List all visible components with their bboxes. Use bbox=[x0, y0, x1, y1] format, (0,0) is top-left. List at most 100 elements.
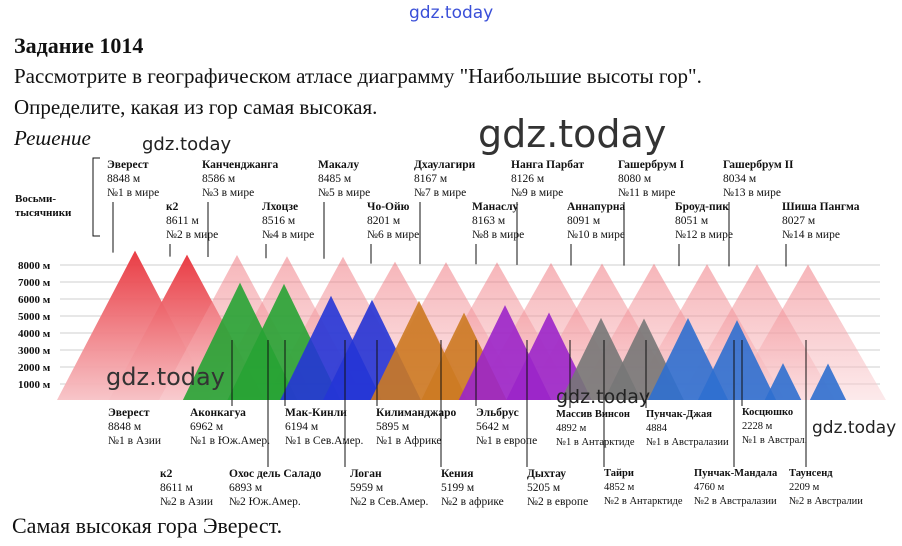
bottom-label-12-text: №2 в Антарктиде bbox=[604, 496, 683, 507]
top-label-8-name: Манаслу bbox=[472, 201, 519, 213]
bottom-label-6-text: 5959 м bbox=[350, 482, 384, 494]
top-label-7-text: №7 в мире bbox=[414, 187, 467, 199]
top-label-9: Нанга Парбат 8126 м №9 в мире bbox=[511, 158, 584, 200]
bottom-label-4: Охос дель Саладо 6893 м №2 Юж.Амер. bbox=[229, 467, 321, 509]
top-label-2-text: 8611 м bbox=[166, 215, 199, 227]
task-line-1: Рассмотрите в географическом атласе диаг… bbox=[14, 64, 702, 88]
top-label-14: Шиша Пангма 8027 м №14 в мире bbox=[782, 200, 860, 242]
y-tick-label: 7000 м bbox=[18, 277, 51, 289]
y-tick-label: 5000 м bbox=[18, 311, 51, 323]
top-label-12-text: №12 в мире bbox=[675, 229, 733, 241]
bottom-label-10-text: №2 в европе bbox=[527, 496, 589, 508]
bottom-label-14-name: Пунчак-Мандала bbox=[694, 468, 778, 479]
top-label-14-name: Шиша Пангма bbox=[782, 201, 860, 213]
top-label-10: Аннапурна 8091 м №10 в мире bbox=[567, 200, 625, 242]
top-label-3-name: Канченджанга bbox=[202, 159, 279, 171]
bottom-label-10-text: 5205 м bbox=[527, 482, 561, 494]
top-label-1: Эверест 8848 м №1 в мире bbox=[107, 158, 159, 200]
bottom-label-11-name: Массив Винсон bbox=[556, 409, 630, 420]
top-label-6-text: 8201 м bbox=[367, 215, 401, 227]
top-label-12-text: 8051 м bbox=[675, 215, 709, 227]
mountains-chart: 8000 м 7000 м 6000 м 5000 м 4000 м 3000 м 2000… bbox=[0, 150, 902, 515]
watermark-2: gdz.today bbox=[478, 112, 667, 156]
y-tick-label: 8000 м bbox=[18, 260, 51, 272]
bottom-label-2-text: №2 в Азии bbox=[160, 496, 214, 508]
bottom-label-7: Килиманджаро 5895 м №1 в Африке bbox=[376, 406, 456, 448]
top-label-9-text: №9 в мире bbox=[511, 187, 564, 199]
bottom-label-2: к2 8611 м №2 в Азии bbox=[160, 467, 213, 509]
bottom-label-2-text: 8611 м bbox=[160, 482, 193, 494]
bottom-label-3: Аконкагуа 6962 м №1 в Юж.Амер. bbox=[190, 406, 270, 448]
bottom-label-1-text: №1 в Азии bbox=[108, 435, 162, 447]
bottom-label-8-name: Кения bbox=[441, 468, 474, 480]
top-label-7-text: 8167 м bbox=[414, 173, 448, 185]
bottom-label-10-name: Дыхтау bbox=[527, 468, 567, 480]
watermark-5: gdz.today bbox=[812, 418, 897, 438]
top-label-8: Манаслу 8163 м №8 в мире bbox=[472, 200, 524, 242]
group-label: Восьми- тысячники bbox=[15, 192, 71, 220]
top-label-4: Лхоцзе 8516 м №4 в мире bbox=[262, 200, 314, 242]
bottom-label-6-text: №2 в Сев.Амер. bbox=[350, 496, 429, 508]
front-peak-16 bbox=[809, 363, 847, 400]
top-label-2-text: №2 в мире bbox=[166, 229, 219, 241]
bottom-label-14-text: №2 в Австралазии bbox=[694, 496, 777, 507]
bottom-label-15-text: №1 в Австрал. bbox=[742, 435, 808, 446]
watermark-4: gdz.today bbox=[556, 386, 651, 408]
top-label-5-text: 8485 м bbox=[318, 173, 352, 185]
y-tick-label: 3000 м bbox=[18, 345, 51, 357]
top-label-14-text: 8027 м bbox=[782, 215, 816, 227]
top-label-4-text: 8516 м bbox=[262, 215, 296, 227]
bottom-label-9-name: Эльбрус bbox=[476, 407, 519, 419]
bottom-label-8: Кения 5199 м №2 в африке bbox=[441, 467, 504, 509]
group-label-line-2: тысячники bbox=[15, 207, 72, 219]
bottom-label-16-name: Таунсенд bbox=[789, 468, 833, 479]
bottom-label-16: Таунсенд 2209 м №2 в Австралии bbox=[789, 467, 863, 509]
bottom-label-1-name: Эверест bbox=[108, 407, 150, 419]
bottom-label-5-text: 6194 м bbox=[285, 421, 319, 433]
y-tick-label: 6000 м bbox=[18, 294, 51, 306]
bottom-label-13-text: 4884 bbox=[646, 423, 667, 434]
bottom-label-11-text: №1 в Антарктиде bbox=[556, 437, 635, 448]
top-label-1-text: 8848 м bbox=[107, 173, 141, 185]
top-label-6-name: Чо-Ойю bbox=[367, 201, 410, 213]
y-tick-label: 4000 м bbox=[18, 328, 51, 340]
bottom-label-3-text: №1 в Юж.Амер. bbox=[190, 435, 270, 447]
bottom-label-13-name: Пунчак-Джая bbox=[646, 409, 712, 420]
top-label-1-name: Эверест bbox=[107, 159, 149, 171]
top-label-10-text: 8091 м bbox=[567, 215, 601, 227]
group-label-line-1: Восьми- bbox=[15, 193, 57, 205]
bottom-label-7-text: №1 в Африке bbox=[376, 435, 442, 447]
bottom-label-5: Мак-Кинли 6194 м №1 в Сев.Амер. bbox=[285, 406, 363, 448]
top-label-9-name: Нанга Парбат bbox=[511, 159, 585, 171]
bottom-label-4-name: Охос дель Саладо bbox=[229, 468, 322, 480]
bottom-label-15-name: Косцюшко bbox=[742, 407, 794, 418]
bottom-label-8-text: 5199 м bbox=[441, 482, 475, 494]
top-label-5-name: Макалу bbox=[318, 159, 360, 171]
top-label-11-text: №11 в мире bbox=[618, 187, 676, 199]
top-label-14-text: №14 в мире bbox=[782, 229, 840, 241]
bottom-label-5-text: №1 в Сев.Амер. bbox=[285, 435, 364, 447]
bottom-label-6: Логан 5959 м №2 в Сев.Амер. bbox=[350, 467, 428, 509]
top-label-2-name: к2 bbox=[166, 201, 179, 213]
watermark-1: gdz.today bbox=[142, 134, 232, 155]
top-label-2: к2 8611 м №2 в мире bbox=[166, 200, 218, 242]
bottom-label-9: Эльбрус 5642 м №1 в европе bbox=[476, 406, 537, 448]
bottom-label-12-text: 4852 м bbox=[604, 482, 635, 493]
bottom-label-14: Пунчак-Мандала 4760 м №2 в Австралазии bbox=[694, 467, 777, 509]
top-label-3: Канченджанга 8586 м №3 в мире bbox=[202, 158, 278, 200]
top-label-6-text: №6 в мире bbox=[367, 229, 420, 241]
bottom-label-10: Дыхтау 5205 м №2 в европе bbox=[527, 467, 588, 509]
top-label-4-name: Лхоцзе bbox=[262, 201, 299, 213]
top-label-12-name: Броуд-пик bbox=[675, 201, 729, 213]
bottom-label-11: Массив Винсон 4892 м №1 в Антарктиде bbox=[556, 408, 634, 450]
y-tick-label: 1000 м bbox=[18, 379, 51, 391]
top-label-11-name: Гашербрум I bbox=[618, 159, 685, 171]
group-bracket bbox=[92, 157, 100, 237]
top-label-11: Гашербрум I 8080 м №11 в мире bbox=[618, 158, 684, 200]
top-label-13: Гашербрум II 8034 м №13 в мире bbox=[723, 158, 794, 200]
top-label-13-text: №13 в мире bbox=[723, 187, 781, 199]
top-label-6: Чо-Ойю 8201 м №6 в мире bbox=[367, 200, 419, 242]
top-label-1-text: №1 в мире bbox=[107, 187, 160, 199]
bottom-label-1-text: 8848 м bbox=[108, 421, 142, 433]
top-label-8-text: 8163 м bbox=[472, 215, 506, 227]
